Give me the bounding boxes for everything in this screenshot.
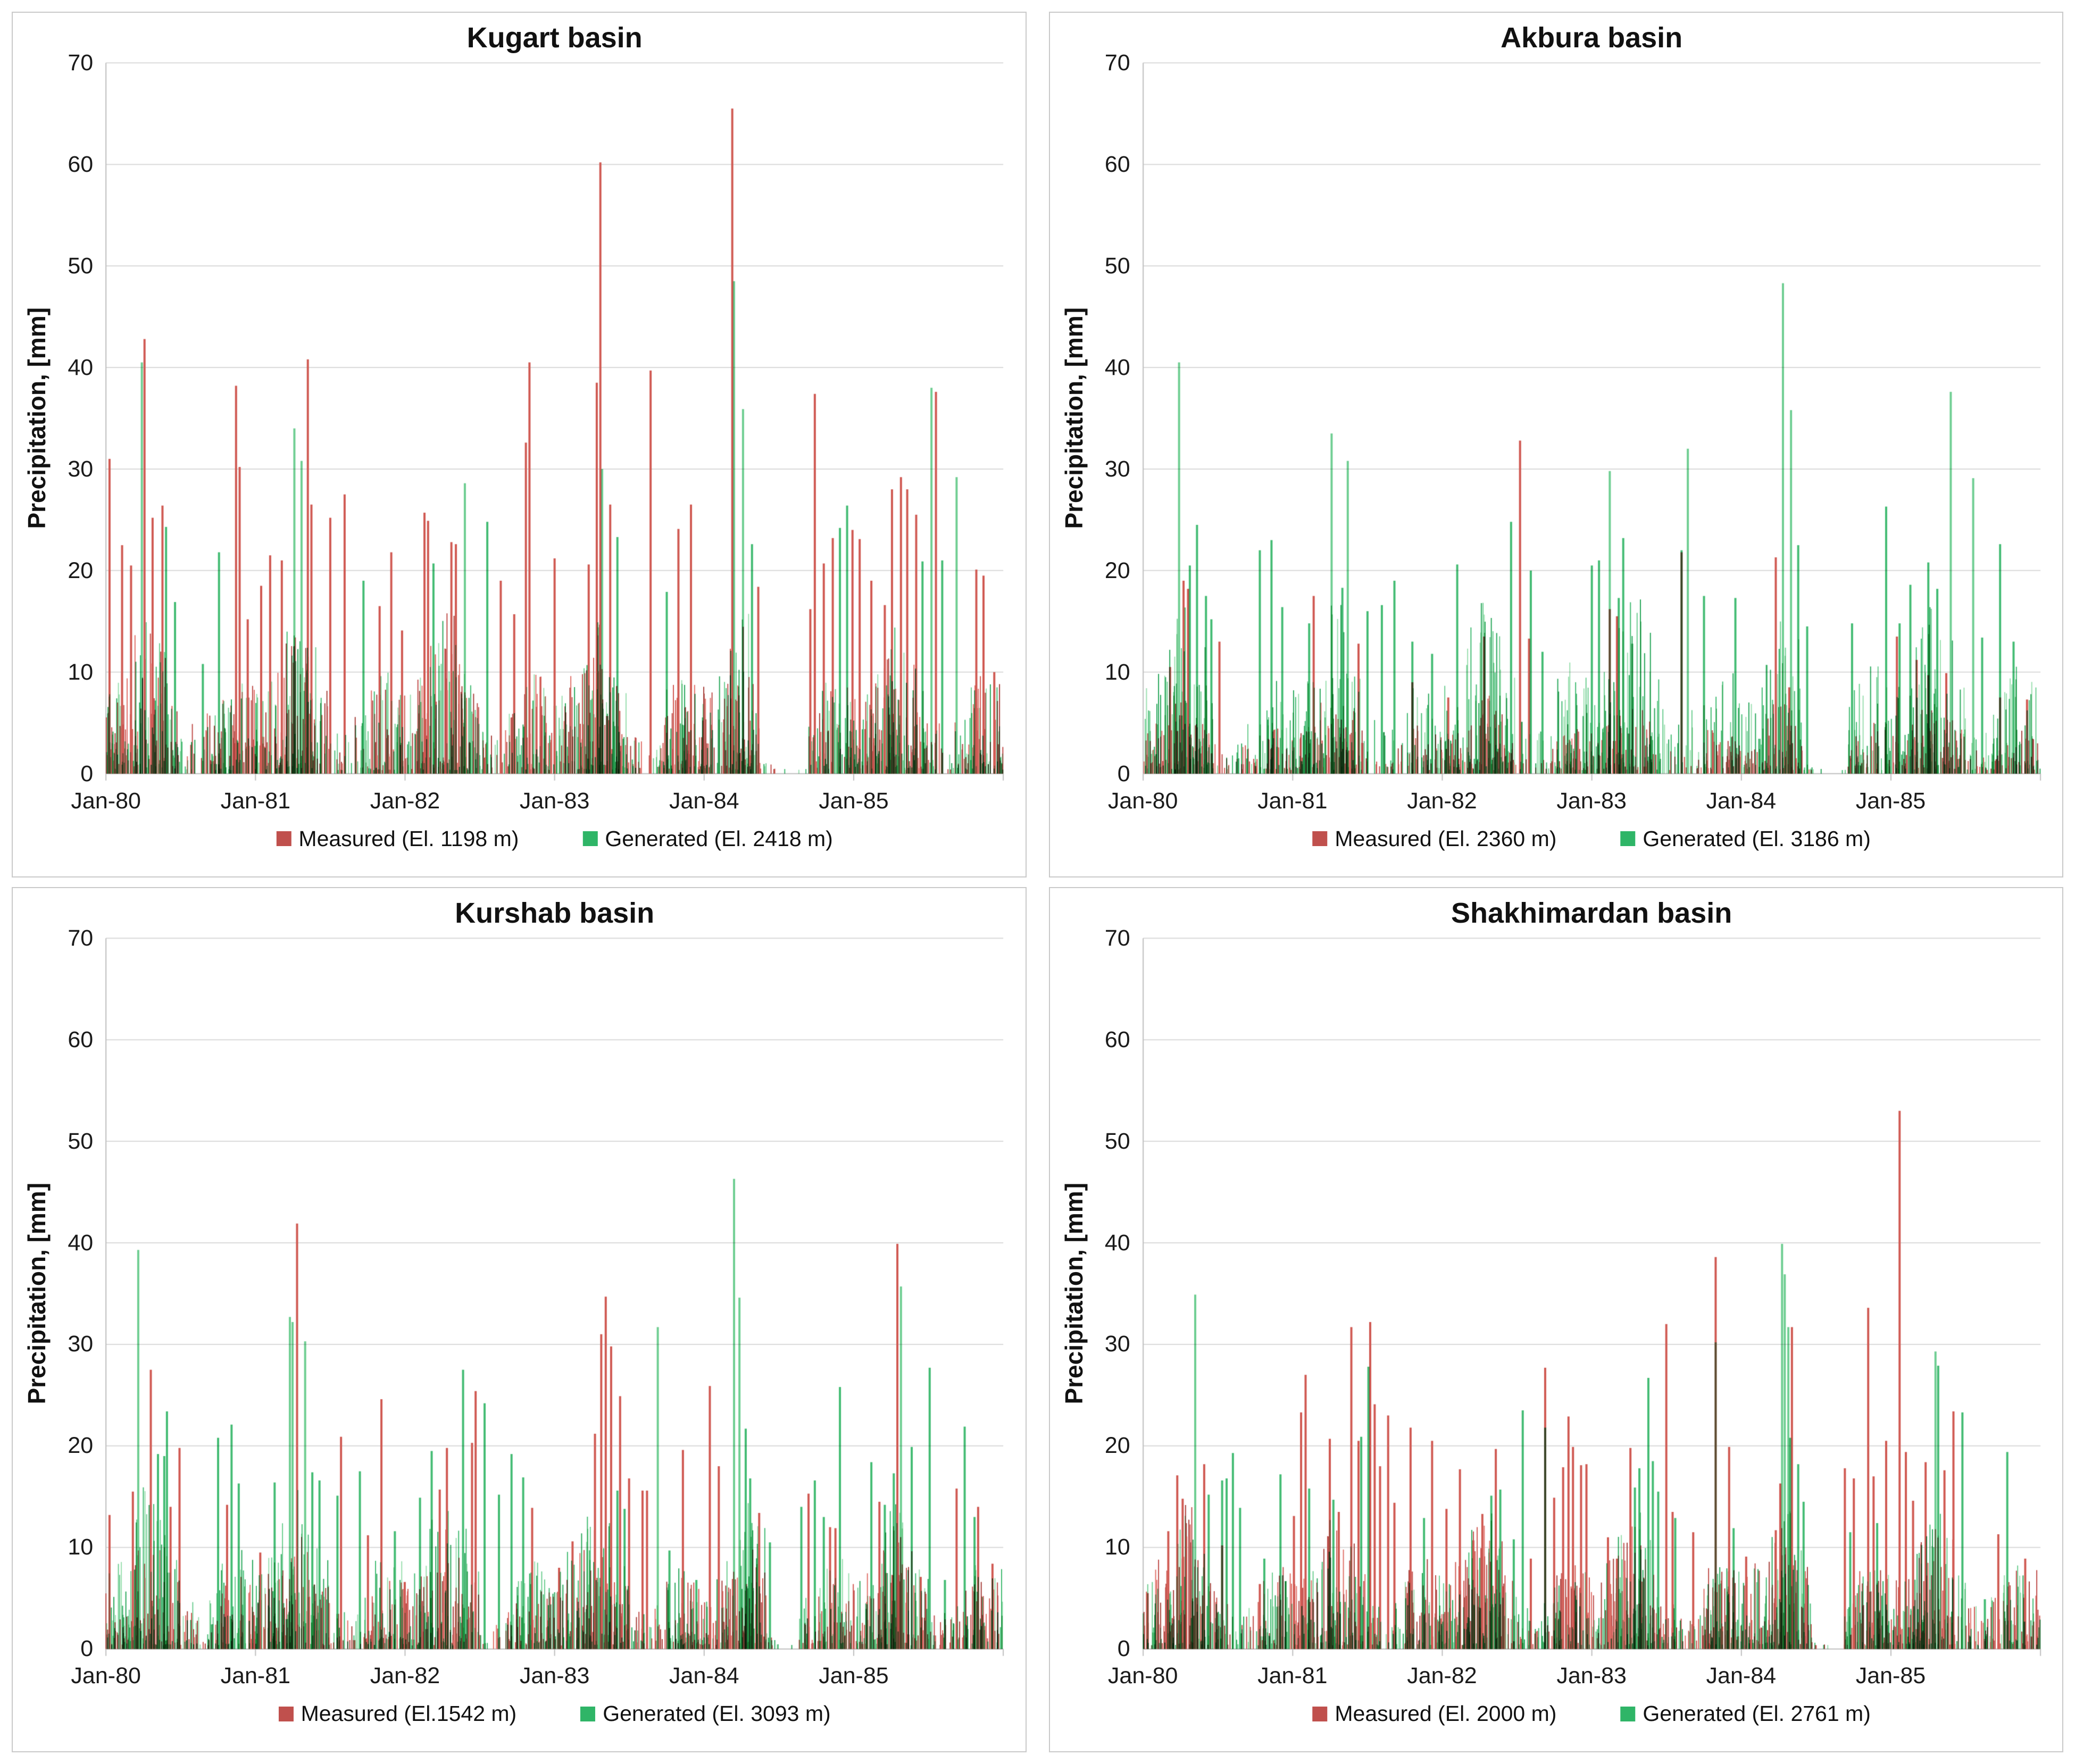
generated-swatch-icon: [580, 1706, 596, 1721]
legend-label-measured: Measured (El.1542 m): [301, 1701, 517, 1726]
x-tick-label: Jan-81: [1257, 1663, 1328, 1689]
x-tick-label: Jan-84: [669, 1663, 739, 1689]
x-tick-label: Jan-84: [1706, 788, 1777, 814]
legend-item-measured: Measured (El. 2000 m): [1312, 1701, 1556, 1726]
y-tick-label: 70: [1104, 925, 1130, 951]
legend-label-generated: Generated (El. 3186 m): [1643, 826, 1871, 851]
legend-label-measured: Measured (El. 2000 m): [1335, 1701, 1557, 1726]
y-tick-label: 40: [68, 1230, 94, 1256]
chart-legend: Measured (El. 2000 m) Generated (El. 276…: [1312, 1701, 1871, 1726]
generated-swatch-icon: [582, 831, 598, 847]
y-tick-label: 30: [68, 456, 94, 482]
y-tick-label: 40: [68, 355, 94, 380]
x-tick-label: Jan-84: [1706, 1663, 1777, 1689]
x-tick-label: Jan-83: [519, 1663, 590, 1689]
chart-canvas-kurshab: [13, 888, 1026, 1752]
y-tick-label: 60: [68, 152, 94, 178]
y-tick-label: 10: [1104, 659, 1130, 685]
chart-panel-kurshab: Kurshab basin Precipitation, [mm] 70 60 50…: [12, 887, 1027, 1752]
y-tick-label: 0: [80, 1636, 94, 1662]
y-tick-label: 70: [68, 925, 94, 951]
x-tick-label: Jan-80: [1107, 1663, 1178, 1689]
chart-title: Akbura basin: [1501, 22, 1683, 54]
y-tick-label: 50: [1104, 1128, 1130, 1154]
y-tick-label: 70: [1104, 50, 1130, 76]
generated-swatch-icon: [1620, 831, 1636, 847]
chart-panel-shakhimardan: Shakhimardan basin Precipitation, [mm] 7…: [1048, 887, 2063, 1752]
chart-canvas-akbura: [1049, 13, 2063, 876]
x-tick-label: Jan-85: [819, 1663, 889, 1689]
y-tick-label: 20: [68, 1433, 94, 1459]
legend-item-generated: Generated (El. 2418 m): [582, 826, 833, 851]
x-tick-label: Jan-85: [1855, 1663, 1926, 1689]
legend-item-generated: Generated (El. 2761 m): [1620, 1701, 1871, 1726]
y-tick-label: 10: [68, 659, 94, 685]
x-tick-label: Jan-83: [1556, 788, 1627, 814]
x-tick-label: Jan-80: [71, 788, 141, 814]
y-tick-label: 10: [68, 1534, 94, 1560]
chart-panel-akbura: Akbura basin Precipitation, [mm] 70 60 50 4…: [1048, 12, 2063, 877]
y-tick-label: 40: [1104, 355, 1130, 380]
x-tick-label: Jan-80: [71, 1663, 141, 1689]
x-tick-label: Jan-82: [370, 1663, 440, 1689]
x-tick-label: Jan-85: [819, 788, 889, 814]
legend-item-measured: Measured (El. 2360 m): [1312, 826, 1556, 851]
x-tick-label: Jan-81: [220, 788, 291, 814]
y-tick-label: 50: [68, 1128, 94, 1154]
x-tick-label: Jan-83: [1556, 1663, 1627, 1689]
x-tick-label: Jan-85: [1855, 788, 1926, 814]
x-tick-label: Jan-84: [669, 788, 739, 814]
y-tick-label: 50: [1104, 253, 1130, 279]
y-tick-label: 20: [68, 557, 94, 583]
generated-swatch-icon: [1620, 1706, 1636, 1721]
y-tick-label: 20: [1104, 1433, 1130, 1459]
x-tick-label: Jan-82: [370, 788, 440, 814]
y-tick-label: 60: [1104, 1026, 1130, 1052]
chart-canvas-shakhimardan: [1049, 888, 2063, 1752]
x-tick-label: Jan-83: [519, 788, 590, 814]
y-tick-label: 60: [1104, 152, 1130, 178]
y-tick-label: 40: [1104, 1230, 1130, 1256]
y-tick-label: 60: [68, 1026, 94, 1052]
legend-item-measured: Measured (El. 1198 m): [276, 826, 519, 851]
legend-label-measured: Measured (El. 1198 m): [298, 826, 519, 851]
legend-item-generated: Generated (El. 3186 m): [1620, 826, 1871, 851]
chart-legend: Measured (El. 2360 m) Generated (El. 318…: [1312, 826, 1871, 851]
x-tick-label: Jan-82: [1407, 788, 1477, 814]
chart-title: Shakhimardan basin: [1451, 897, 1732, 929]
legend-label-measured: Measured (El. 2360 m): [1335, 826, 1557, 851]
legend-label-generated: Generated (El. 2418 m): [605, 826, 833, 851]
legend-label-generated: Generated (El. 2761 m): [1643, 1701, 1871, 1726]
chart-legend: Measured (El. 1198 m) Generated (El. 241…: [276, 826, 833, 851]
y-tick-label: 30: [1104, 1331, 1130, 1357]
measured-swatch-icon: [276, 831, 291, 847]
y-tick-label: 0: [80, 760, 94, 787]
measured-swatch-icon: [1312, 1706, 1328, 1721]
measured-swatch-icon: [1312, 831, 1328, 847]
legend-label-generated: Generated (El. 3093 m): [603, 1701, 831, 1726]
legend-item-generated: Generated (El. 3093 m): [580, 1701, 831, 1726]
chart-canvas-kugart: [13, 13, 1026, 876]
x-tick-label: Jan-80: [1107, 788, 1178, 814]
chart-panel-kugart: Kugart basin Precipitation, [mm] 70 60 50 4…: [12, 12, 1027, 877]
measured-swatch-icon: [278, 1706, 294, 1721]
y-tick-label: 70: [68, 50, 94, 76]
y-tick-label: 30: [68, 1331, 94, 1357]
y-tick-label: 0: [1117, 1636, 1130, 1662]
y-tick-label: 0: [1117, 760, 1130, 787]
x-tick-label: Jan-81: [1257, 788, 1328, 814]
x-tick-label: Jan-81: [220, 1663, 291, 1689]
y-tick-label: 20: [1104, 557, 1130, 583]
legend-item-measured: Measured (El.1542 m): [278, 1701, 517, 1726]
chart-legend: Measured (El.1542 m) Generated (El. 3093…: [278, 1701, 831, 1726]
chart-title: Kugart basin: [466, 22, 643, 54]
y-tick-label: 10: [1104, 1534, 1130, 1560]
y-tick-label: 50: [68, 253, 94, 279]
x-tick-label: Jan-82: [1407, 1663, 1477, 1689]
y-tick-label: 30: [1104, 456, 1130, 482]
chart-title: Kurshab basin: [455, 897, 655, 929]
